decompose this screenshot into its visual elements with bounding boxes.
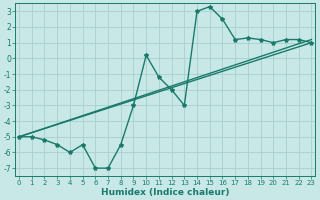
X-axis label: Humidex (Indice chaleur): Humidex (Indice chaleur) [101, 188, 229, 197]
